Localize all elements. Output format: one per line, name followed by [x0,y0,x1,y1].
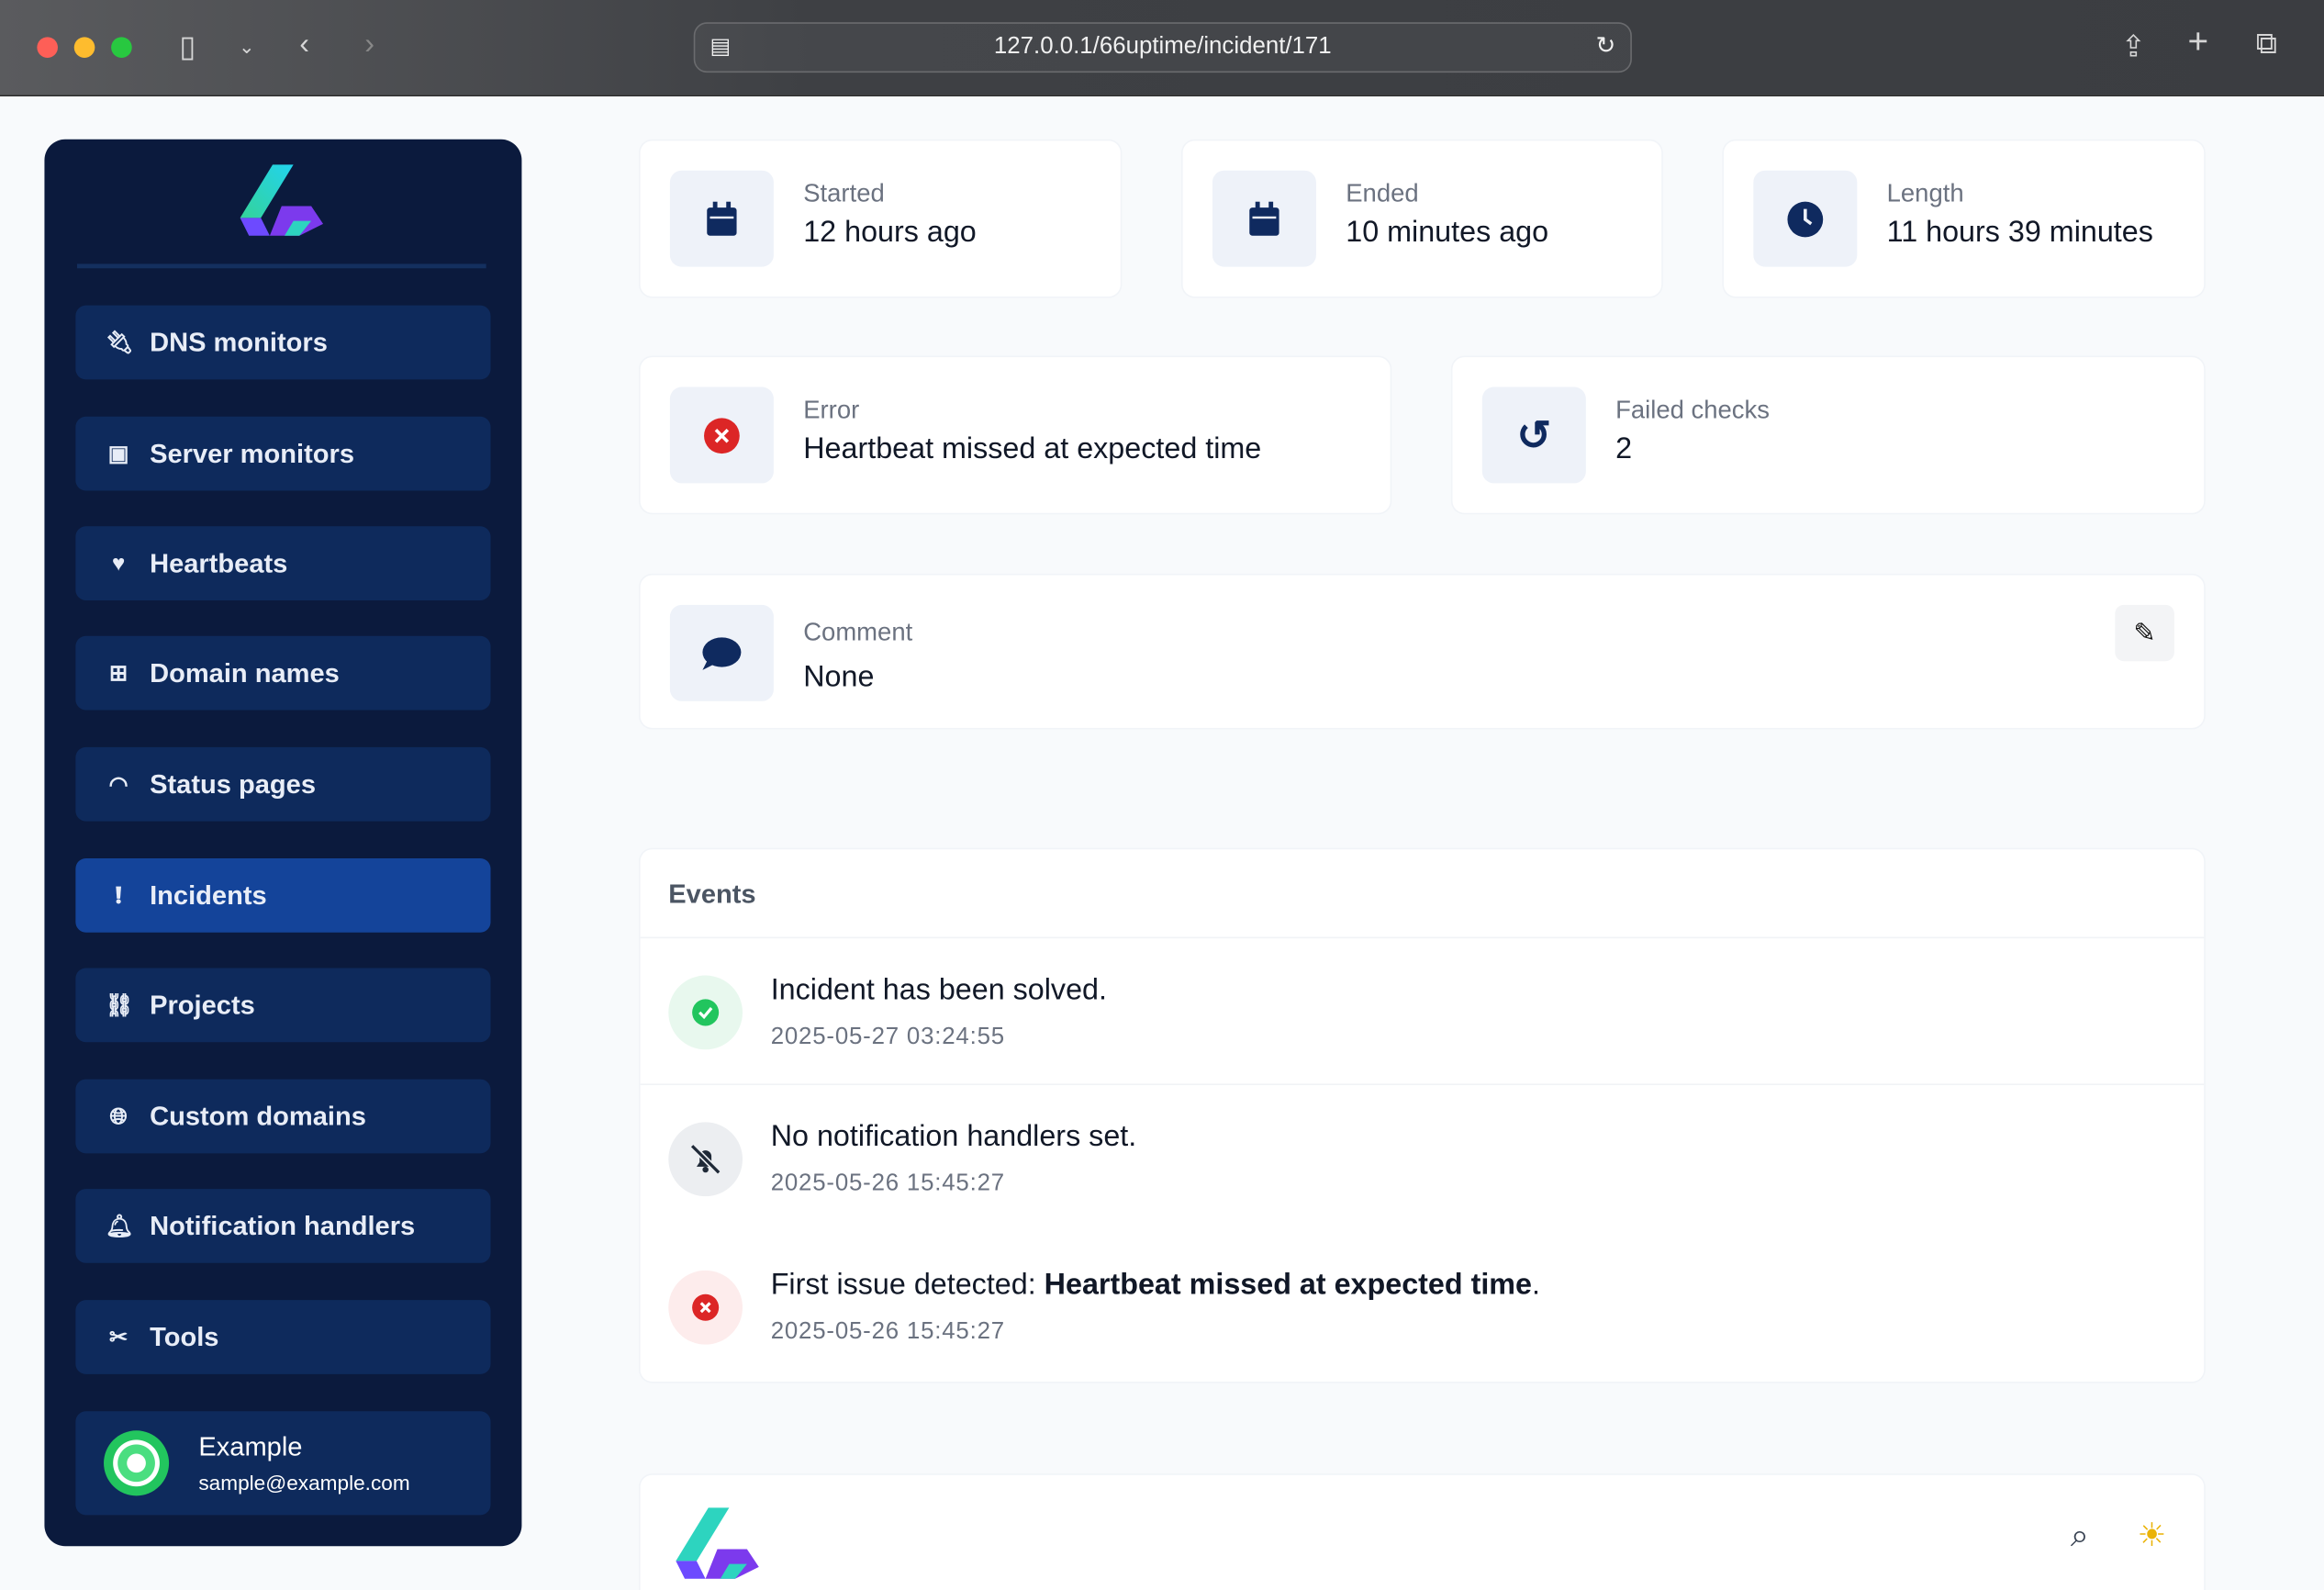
error-circle-icon [668,1270,743,1345]
sidebar-item-incidents[interactable]: ❗︎ Incidents [75,857,491,933]
stat-value: 2 [1615,432,1633,466]
sidebar: 🔌︎ DNS monitors ▣ Server monitors ♥ Heartbe… [44,139,522,1547]
heart-pulse-icon: ♥ [111,550,126,577]
minimize-window-button[interactable] [73,37,95,58]
reload-icon[interactable]: ↻ [1595,34,1616,60]
share-icon[interactable]: ⇪ [2120,30,2146,64]
sidebar-item-label: Tools [150,1321,219,1351]
edit-comment-button[interactable]: ✎ [2115,604,2174,662]
rotate-left-icon: ↺ [1481,386,1586,484]
stat-label: Failed checks [1615,396,1770,424]
stat-label: Ended [1346,179,1419,208]
failed-checks-card: ↺ Failed checks 2 [1452,357,2205,513]
sidebar-item-custom-domains[interactable]: 🌐︎ Custom domains [75,1079,491,1154]
event-date: 2025-05-27 03:24:55 [770,1024,1005,1050]
ended-card: Ended 10 minutes ago [1182,140,1662,297]
event-text: No notification handlers set. [770,1120,1137,1154]
footer-logo[interactable] [676,1507,762,1584]
sidebar-item-heartbeats[interactable]: ♥ Heartbeats [75,526,491,600]
wifi-icon: ◠ [108,772,128,798]
sitemap-icon: ⊞ [109,661,128,687]
event-error-message: Heartbeat missed at expected time [1044,1269,1532,1302]
sidebar-item-label: Notification handlers [150,1210,416,1240]
error-card: Error Heartbeat missed at expected time [640,357,1391,513]
sidebar-toggle-icon[interactable]: ▯ [179,30,196,64]
stat-value: Heartbeat missed at expected time [803,432,1262,466]
bell-slash-icon [668,1122,743,1197]
calendar-icon [669,170,774,267]
sidebar-item-notification-handlers[interactable]: 🔔︎ Notification handlers [75,1189,491,1263]
globe-icon: 🌐︎ [109,1103,128,1129]
error-circle-icon [669,386,774,484]
event-row: No notification handlers set. 2025-05-26… [641,1085,2205,1233]
chip-icon: ▣ [107,442,129,467]
user-menu[interactable]: Example sample@example.com [75,1411,491,1516]
user-name: Example [198,1431,303,1462]
sidebar-item-label: Heartbeats [150,547,288,577]
stat-label: Length [1886,179,1964,208]
close-window-button[interactable] [37,37,58,58]
browser-toolbar: ▯ ⌄ ‹ › ▤ 127.0.0.1/66uptime/incident/17… [0,0,2324,96]
comment-card: Comment None ✎ [640,575,2205,728]
project-diagram-icon: ⛓︎ [105,992,134,1019]
plug-icon: 🔌︎ [105,330,134,356]
event-date: 2025-05-26 15:45:27 [770,1170,1005,1197]
app-logo [240,164,324,236]
stat-label: Comment [803,618,913,647]
bell-icon: 🔔︎ [105,1214,134,1239]
event-row: First issue detected: Heartbeat missed a… [641,1234,2205,1382]
stat-value: 12 hours ago [803,216,977,250]
event-text: Incident has been solved. [770,973,1107,1007]
started-card: Started 12 hours ago [640,140,1121,297]
comment-icon [669,604,774,701]
footer: ⌕ ☀ [640,1474,2205,1590]
url-text: 127.0.0.1/66uptime/incident/171 [993,34,1332,60]
sidebar-item-label: Server monitors [150,438,355,468]
length-card: Length 11 hours 39 minutes [1724,140,2205,297]
tools-icon: ✂ [109,1325,128,1351]
events-title: Events [668,879,756,909]
chevron-down-icon[interactable]: ⌄ [238,35,255,58]
stat-value: None [803,661,875,694]
search-icon[interactable]: ⌕ [2070,1516,2089,1554]
event-text: First issue detected: Heartbeat missed a… [771,1269,1540,1303]
maximize-window-button[interactable] [111,37,132,58]
stat-value: 11 hours 39 minutes [1886,216,2153,250]
clock-icon [1753,170,1858,267]
tabs-overview-icon[interactable]: ⧉ [2255,28,2277,62]
address-bar[interactable]: ▤ 127.0.0.1/66uptime/incident/171 ↻ [693,22,1632,73]
sidebar-item-label: Projects [150,989,255,1020]
sidebar-item-label: Incidents [150,879,267,910]
sidebar-item-status-pages[interactable]: ◠ Status pages [75,746,491,822]
stat-value: 10 minutes ago [1346,216,1549,250]
sidebar-divider [76,263,486,269]
sidebar-item-domain-names[interactable]: ⊞ Domain names [75,635,491,711]
sun-icon[interactable]: ☀ [2137,1516,2167,1554]
pencil-icon: ✎ [2133,617,2156,647]
check-circle-icon [668,975,743,1050]
sidebar-item-label: DNS monitors [150,327,328,357]
sidebar-item-label: Status pages [150,768,317,799]
sidebar-item-tools[interactable]: ✂ Tools [75,1300,491,1374]
page-settings-icon[interactable]: ▤ [709,34,732,60]
sidebar-item-dns-monitors[interactable]: 🔌︎ DNS monitors [75,305,491,380]
sidebar-item-label: Custom domains [150,1100,366,1131]
exclamation-circle-icon: ❗︎ [115,882,122,909]
event-text-suffix: . [1531,1269,1540,1302]
events-card: Events Incident has been solved. 2025-05… [640,849,2205,1382]
stat-label: Error [803,396,860,424]
avatar [104,1430,170,1496]
forward-icon[interactable]: › [364,28,375,62]
sidebar-item-label: Domain names [150,657,340,688]
event-text-prefix: First issue detected: [770,1269,1045,1302]
sidebar-item-server-monitors[interactable]: ▣ Server monitors [75,416,491,491]
event-date: 2025-05-26 15:45:27 [770,1319,1005,1345]
back-icon[interactable]: ‹ [299,28,309,62]
event-row: Incident has been solved. 2025-05-27 03:… [640,936,2205,1086]
stat-label: Started [803,179,885,208]
sidebar-item-projects[interactable]: ⛓︎ Projects [75,968,491,1043]
user-email: sample@example.com [198,1470,410,1495]
new-tab-icon[interactable]: + [2187,22,2209,62]
calendar-icon [1212,170,1316,267]
